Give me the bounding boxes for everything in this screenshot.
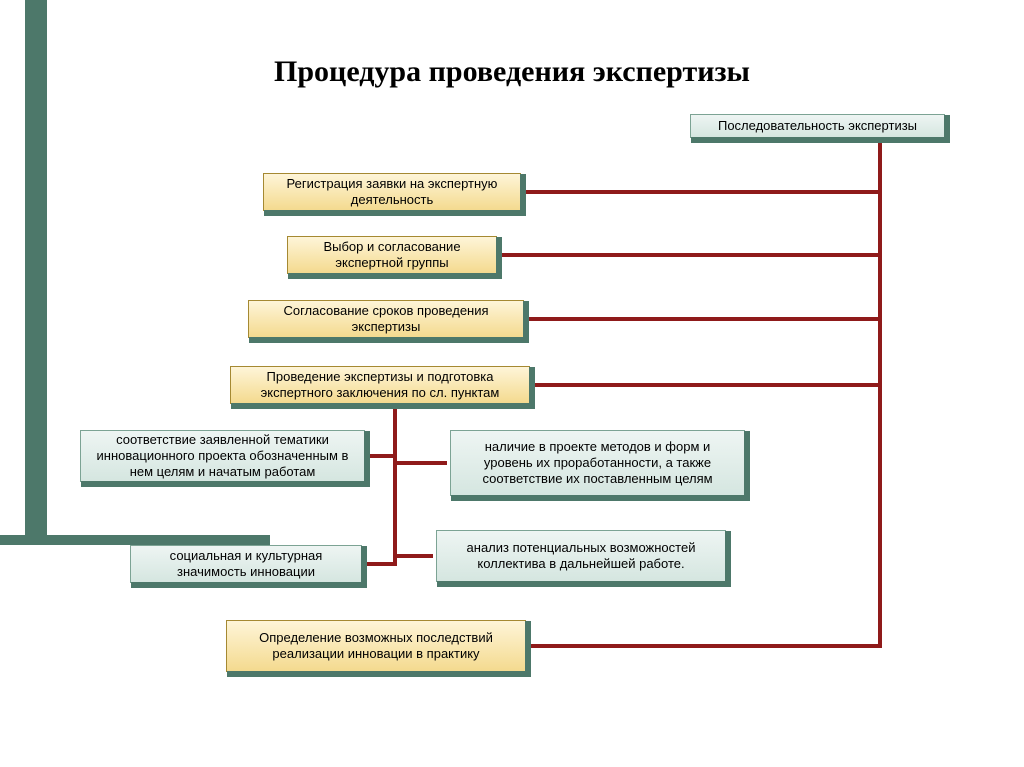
node-child-1-label: соответствие заявленной тематики инновац… — [89, 432, 356, 481]
node-root: Последовательность экспертизы — [690, 114, 945, 138]
node-child-4: анализ потенциальных возможностей коллек… — [436, 530, 726, 582]
node-child-3-label: социальная и культурная значимость иннов… — [139, 548, 353, 581]
node-step-2-label: Выбор и согласование экспертной группы — [296, 239, 488, 272]
node-step-4-label: Проведение экспертизы и подготовка экспе… — [239, 369, 521, 402]
node-child-2-label: наличие в проекте методов и форм и урове… — [459, 439, 736, 488]
node-root-label: Последовательность экспертизы — [718, 118, 917, 134]
node-step-1: Регистрация заявки на экспертную деятель… — [263, 173, 521, 211]
node-step-5: Определение возможных последствий реализ… — [226, 620, 526, 672]
node-step-4: Проведение экспертизы и подготовка экспе… — [230, 366, 530, 404]
node-step-5-label: Определение возможных последствий реализ… — [235, 630, 517, 663]
node-child-1: соответствие заявленной тематики инновац… — [80, 430, 365, 482]
node-step-2: Выбор и согласование экспертной группы — [287, 236, 497, 274]
node-step-3: Согласование сроков проведения экспертиз… — [248, 300, 524, 338]
node-child-2: наличие в проекте методов и форм и урове… — [450, 430, 745, 496]
node-step-3-label: Согласование сроков проведения экспертиз… — [257, 303, 515, 336]
node-child-4-label: анализ потенциальных возможностей коллек… — [445, 540, 717, 573]
page-title: Процедура проведения экспертизы — [0, 55, 1024, 89]
node-child-3: социальная и культурная значимость иннов… — [130, 545, 362, 583]
node-step-1-label: Регистрация заявки на экспертную деятель… — [272, 176, 512, 209]
decor-bottom-bar — [0, 535, 270, 545]
